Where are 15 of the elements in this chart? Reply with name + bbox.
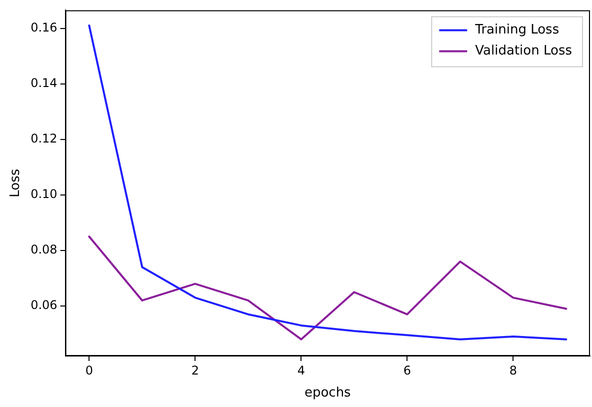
y-tick-label: 0.14 [30,76,58,90]
y-tick-label: 0.10 [30,187,58,202]
y-tick-label: 0.12 [30,131,58,146]
legend-label: Validation Loss [475,44,572,59]
x-tick-label: 6 [403,363,411,378]
y-tick-label: 0.06 [30,298,58,312]
x-tick-label: 8 [509,363,517,378]
legend-label: Training Loss [474,22,560,38]
y-axis-title: Loss [8,168,24,198]
y-tick-label: 0.16 [30,20,58,34]
x-tick-label: 0 [85,363,93,378]
x-axis-title: epochs [304,386,352,401]
y-tick-label: 0.08 [30,242,58,257]
x-tick-label: 4 [297,363,305,378]
x-tick-label: 2 [191,363,199,378]
